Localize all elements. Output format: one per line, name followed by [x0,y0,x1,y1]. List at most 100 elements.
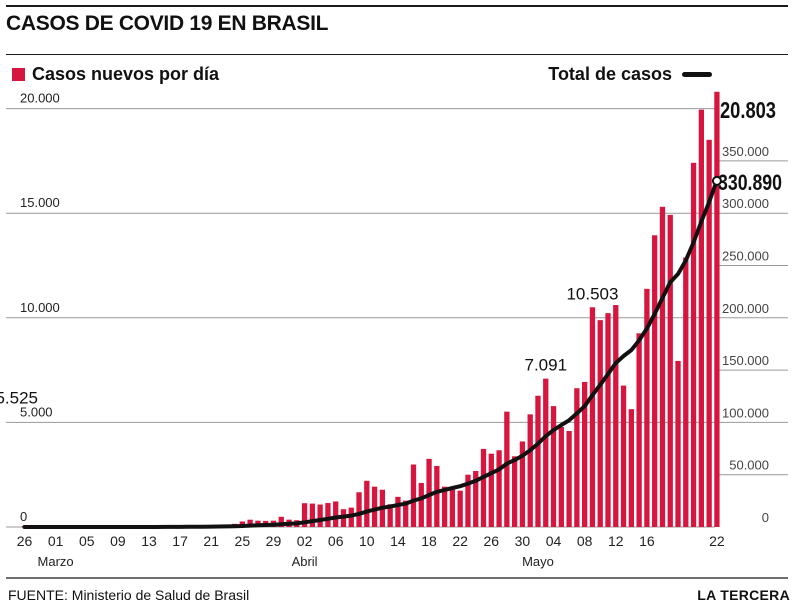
right-tick-label: 150.000 [722,353,769,368]
x-tick-label: 26 [17,533,33,549]
brand-name: LA TERCERA [697,587,790,603]
x-tick-label: 10 [359,533,375,549]
peak-annotation-1: 7.091 [524,356,567,375]
bar-day-81 [652,235,658,528]
legend-total-cases: Total de casos [548,64,712,85]
bar-day-48 [395,496,401,527]
bar-day-65 [527,414,533,527]
new-cases-bars [21,91,720,528]
bar-day-57 [465,474,471,527]
x-tick-label: 29 [266,533,282,549]
bar-day-49 [403,500,409,527]
legend-bar-swatch [12,68,25,81]
bar-day-38 [317,504,323,527]
bar-day-74 [597,320,603,527]
bar-day-79 [636,333,642,527]
x-tick-label: 22 [452,533,468,549]
right-tick-label: 300.000 [722,196,769,211]
left-tick-label: 20.000 [20,91,60,106]
left-tick-label: 15.000 [20,195,60,210]
x-tick-label: 01 [48,533,64,549]
x-tick-label: 12 [608,533,624,549]
x-tick-label: 16 [639,533,655,549]
bar-day-51 [418,482,424,527]
bar-day-88 [706,139,712,528]
x-axis-month-labels: Marzo Abril Mayo [38,554,554,569]
x-tick-label: 04 [546,533,562,549]
x-tick-label: 21 [203,533,219,549]
right-tick-label: 0 [762,510,769,525]
bar-day-37 [309,503,316,527]
bar-day-66 [535,395,541,527]
right-tick-label: 200.000 [722,301,769,316]
bar-day-45 [371,486,378,527]
bar-day-58 [473,470,479,527]
bar-day-61 [496,450,502,527]
legend-new-cases-label: Casos nuevos por día [32,64,220,84]
bar-day-67 [543,378,549,527]
right-tick-label: 50.000 [729,458,769,473]
left-tick-label: 5.000 [20,404,53,419]
bar-day-86 [690,162,697,527]
bar-day-47 [387,504,393,527]
legend-total-cases-label: Total de casos [548,64,672,84]
bar-day-50 [410,464,417,527]
bar-day-71 [574,388,580,527]
annotations: 5.525 7.091 10.503 20.803 330.890 [0,97,782,407]
x-tick-label: 06 [328,533,344,549]
bar-day-40 [333,501,339,527]
bar-day-83 [667,214,673,527]
x-tick-label: 26 [484,533,500,549]
x-tick-label: 18 [421,533,437,549]
x-tick-label: 17 [172,533,188,549]
month-label: Abril [292,554,318,569]
right-tick-label: 350.000 [722,144,769,159]
bar-day-82 [659,206,666,527]
x-tick-label: 08 [577,533,593,549]
right-tick-label: 100.000 [722,405,769,420]
x-tick-label: 30 [515,533,531,549]
x-tick-label: 05 [79,533,95,549]
x-tick-label: 25 [235,533,251,549]
right-tick-label: 250.000 [722,249,769,264]
bar-day-54 [441,486,448,527]
last-bar-annotation: 20.803 [720,97,776,123]
chart-title: CASOS DE COVID 19 EN BRASIL [6,12,329,35]
bar-day-33 [278,516,284,527]
x-axis-ticks: 26 01 05 09 13 17 21 25 29 02 06 10 14 18 22 26 30 04 08 12… [17,533,725,549]
bar-day-43 [356,492,362,527]
source-label: FUENTE: [8,587,68,603]
bar-day-68 [550,406,557,527]
left-tick-label: 10.000 [20,300,60,315]
left-axis-ticks: 0 5.000 10.000 15.000 20.000 [20,91,60,524]
right-axis-ticks: 0 50.000 100.000 150.000 200.000 250.000 300.0… [722,144,769,525]
x-tick-label: 09 [110,533,126,549]
x-tick-label: 14 [390,533,406,549]
bar-day-39 [325,503,331,527]
bar-day-44 [364,480,370,527]
bar-day-36 [301,503,308,527]
bar-day-29 [247,519,253,527]
bar-day-78 [628,409,634,527]
bar-day-60 [488,453,494,527]
bar-day-77 [620,385,627,527]
left-tick-label: 0 [20,509,27,524]
bar-day-89 [714,91,720,527]
bar-day-69 [558,427,564,527]
source-note: FUENTE: Ministerio de Salud de Brasil [8,587,249,603]
bar-day-63 [511,456,518,527]
bar-day-75 [605,313,611,527]
total-end-annotation: 330.890 [718,170,782,195]
top-rule [6,5,788,7]
bar-day-85 [683,257,689,527]
bar-day-76 [613,305,619,527]
legend-line-swatch [682,72,712,77]
peak-annotation-2: 10.503 [566,284,618,303]
peak-annotation-0: 5.525 [0,388,38,407]
x-tick-label: 02 [297,533,313,549]
bar-day-72 [582,381,588,527]
bar-day-84 [675,360,681,527]
bar-day-56 [457,490,463,527]
total-cases-line [22,178,719,529]
